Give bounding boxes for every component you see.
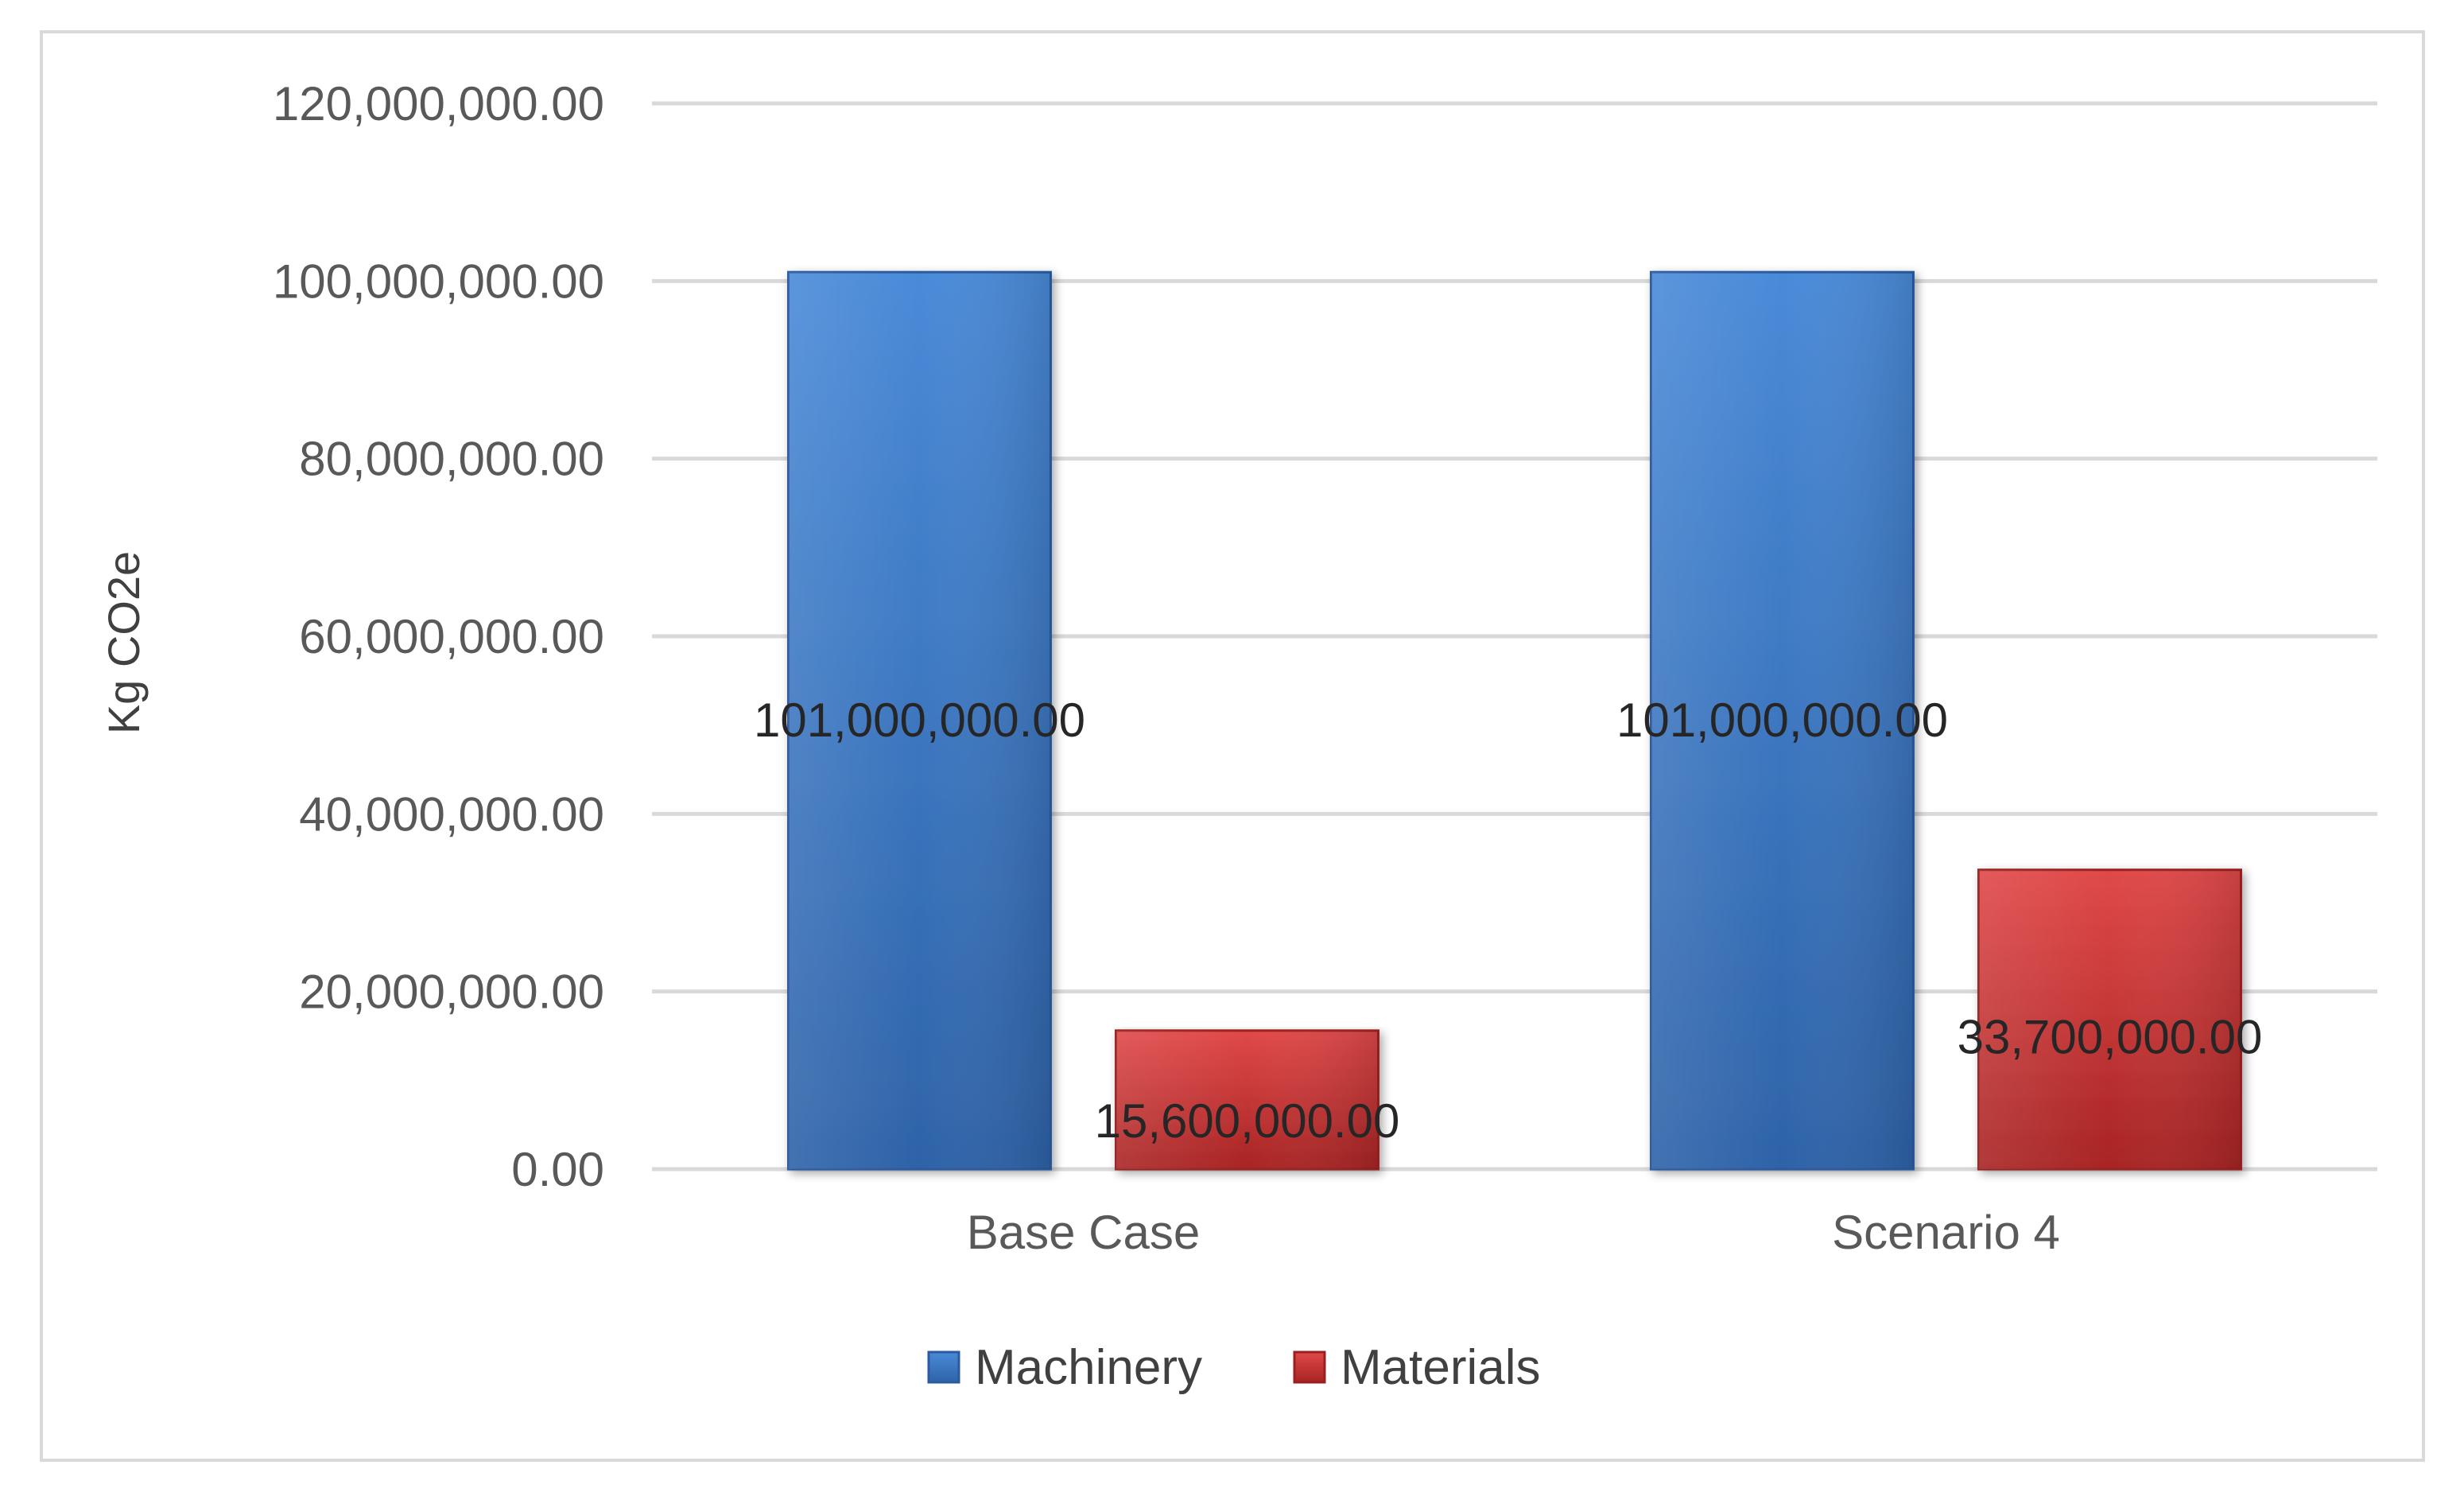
legend-label: Materials <box>1341 1340 1541 1395</box>
data-labels: 101,000,000.00 15,600,000.00 101,000,000.0… <box>754 694 2262 1148</box>
bar-shading <box>1651 272 1914 1170</box>
y-axis-title: Kg CO2e <box>99 551 149 734</box>
x-category-label: Scenario 4 <box>1832 1206 2060 1259</box>
legend-item-materials: Materials <box>1293 1340 1541 1395</box>
x-category-label: Base Case <box>967 1206 1201 1259</box>
x-axis-categories: Base Case Scenario 4 <box>967 1206 2060 1259</box>
bars <box>787 270 2242 1171</box>
y-tick-label: 40,000,000.00 <box>299 787 604 841</box>
y-tick-label: 60,000,000.00 <box>299 610 604 663</box>
y-tick-label: 100,000,000.00 <box>273 255 604 308</box>
y-tick-label: 0.00 <box>511 1143 604 1196</box>
data-label-materials-1: 33,700,000.00 <box>1958 1010 2263 1063</box>
y-tick-label: 20,000,000.00 <box>299 966 604 1019</box>
legend-swatch <box>927 1350 960 1384</box>
chart-frame <box>40 30 2425 1462</box>
bar-shading <box>1978 869 2241 1169</box>
legend-swatch <box>1293 1350 1326 1384</box>
bar-shading <box>788 272 1051 1170</box>
legend-item-machinery: Machinery <box>927 1340 1202 1395</box>
legend: Machinery Materials <box>927 1340 1541 1395</box>
y-tick-label: 120,000,000.00 <box>273 77 604 130</box>
legend-label: Machinery <box>975 1340 1202 1395</box>
bar-shading <box>1116 1030 1379 1169</box>
data-label-machinery-1: 101,000,000.00 <box>1616 694 1948 747</box>
data-label-machinery-0: 101,000,000.00 <box>754 694 1085 747</box>
y-tick-label: 80,000,000.00 <box>299 433 604 486</box>
data-label-materials-0: 15,600,000.00 <box>1095 1094 1400 1148</box>
y-axis-ticks: 0.00 20,000,000.00 40,000,000.00 60,000,000… <box>273 77 604 1196</box>
